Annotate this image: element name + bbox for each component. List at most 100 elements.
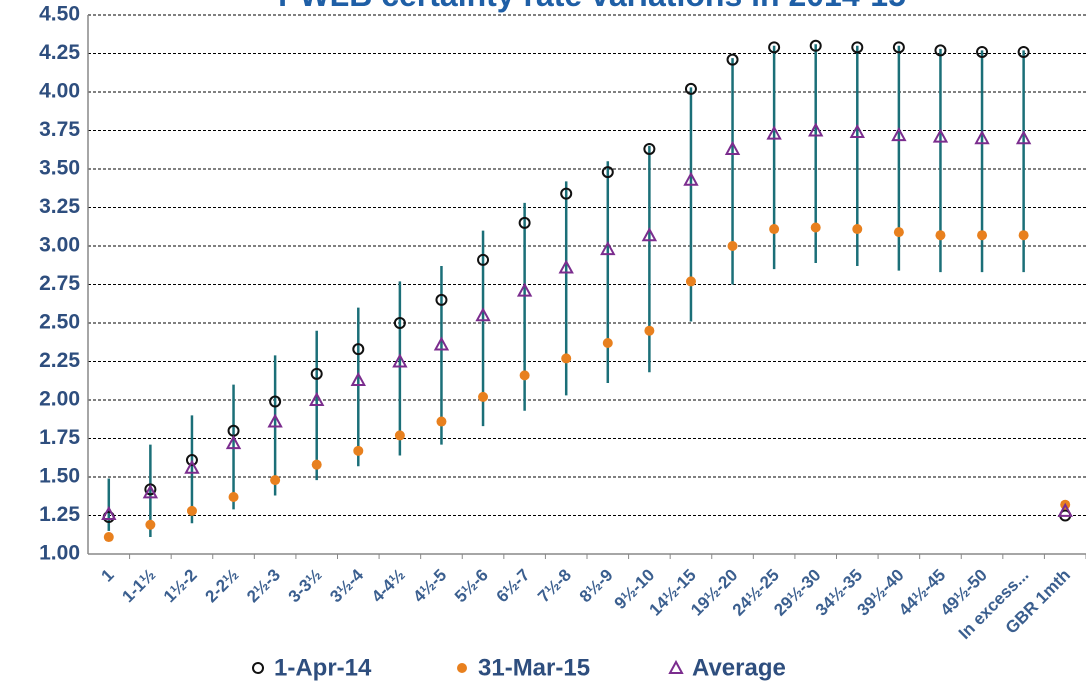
y-tick-label: 3.00 [39,234,80,257]
marker-triangle [433,336,450,351]
marker-circle [934,44,947,57]
marker-dot [769,224,780,235]
y-tick-label: 1.25 [39,503,80,526]
marker-circle [310,367,323,380]
x-tick-label: 7½-8 [534,565,575,606]
marker-circle [976,45,989,58]
y-tick-label: 4.00 [39,80,80,103]
marker-triangle [392,353,408,368]
marker-triangle [184,459,200,474]
y-tick-label: 4.25 [39,41,80,64]
marker-circle [892,41,905,54]
legend-item: 1-Apr-14 [252,654,372,681]
y-tick-label: 1.00 [39,542,80,565]
x-tick-label: 6½-7 [493,565,534,606]
marker-circle [643,142,656,155]
marker-circle [726,53,739,66]
x-tick-label: 1 [97,565,117,585]
marker-triangle [974,130,990,145]
marker-circle [809,39,822,52]
marker-triangle [558,259,574,274]
marker-dot [457,663,467,673]
marker-triangle [101,505,117,520]
marker-triangle [932,128,949,143]
y-tick-label: 3.25 [39,195,80,218]
marker-triangle [849,123,865,139]
x-tick-label: 4-4½ [368,565,409,606]
x-tick-label: 3-3½ [285,565,326,606]
marker-triangle [668,659,684,674]
marker-dot [270,475,281,486]
marker-circle [269,395,282,408]
chart-title: PWLB certainty rate variations in 2014-1… [278,0,906,13]
marker-circle [601,166,614,179]
marker-dot [478,391,489,402]
marker-triangle [724,140,741,155]
marker-triangle [142,484,159,499]
marker-dot [228,492,239,503]
marker-circle [1017,45,1030,58]
marker-dot [893,227,904,238]
marker-dot [602,338,613,349]
legend-label: Average [692,654,786,681]
marker-circle [477,253,490,266]
marker-circle [185,454,198,467]
x-tick-label: 2-2½ [202,565,243,606]
y-tick-label: 1.50 [39,465,80,488]
marker-triangle [766,125,782,140]
marker-circle [560,187,573,200]
marker-triangle [808,122,824,137]
y-tick-label: 3.75 [39,118,80,141]
marker-triangle [683,171,699,186]
marker-circle [352,343,365,356]
marker-triangle [1057,502,1073,517]
marker-triangle [267,413,283,428]
legend-item: Average [668,654,786,681]
marker-dot [935,230,946,241]
x-tick-label: 5½-6 [451,565,492,606]
marker-circle [684,82,697,95]
marker-dot [977,230,988,241]
marker-dot [145,519,156,530]
marker-dot [644,325,655,336]
marker-circle [768,41,781,54]
marker-dot [519,370,530,381]
y-tick-label: 2.50 [39,311,80,334]
x-tick-label: 2½-3 [243,565,284,606]
y-tick-label: 2.00 [39,388,80,411]
marker-triangle [516,282,533,297]
legend-item: 31-Mar-15 [457,654,590,681]
y-tick-label: 2.75 [39,272,80,295]
marker-dot [561,353,572,364]
x-tick-label: 3½-4 [326,565,367,606]
marker-circle [851,41,864,54]
marker-dot [186,505,197,516]
marker-dot [103,532,114,543]
marker-circle [393,317,406,329]
y-tick-label: 3.50 [39,157,80,180]
marker-dot [810,222,821,233]
marker-dot [394,430,405,441]
marker-circle [518,216,531,229]
marker-triangle [225,435,242,450]
marker-triangle [600,240,616,256]
marker-dot [436,416,447,427]
marker-dot [685,276,696,287]
marker-circle [435,293,448,306]
legend-label: 31-Mar-15 [478,654,590,681]
marker-triangle [309,391,325,406]
x-tick-label: 1½-2 [160,565,201,606]
x-tick-label: 4½-5 [409,565,450,606]
marker-circle [252,662,264,674]
marker-dot [311,459,322,470]
marker-triangle [891,127,907,142]
marker-dot [1018,230,1029,241]
y-tick-label: 1.75 [39,426,80,449]
y-tick-label: 4.50 [39,3,80,26]
marker-triangle [350,371,366,386]
marker-dot [852,224,863,235]
legend-label: 1-Apr-14 [274,654,372,681]
x-tick-label: 1-1½ [118,565,159,606]
marker-dot [353,445,364,456]
